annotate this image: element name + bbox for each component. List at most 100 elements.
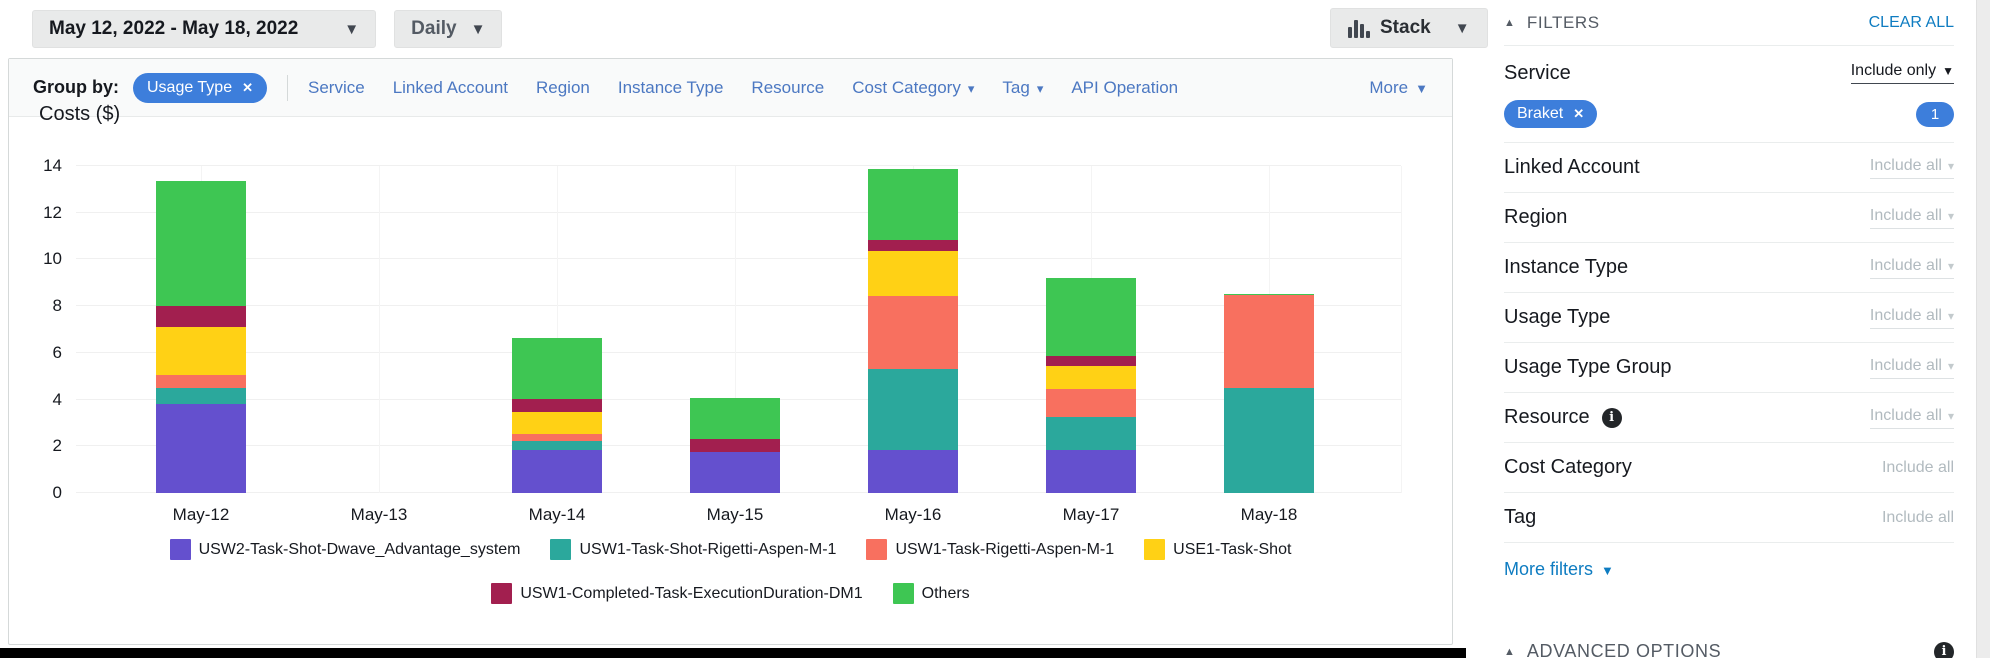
collapse-arrow-icon: ▲ [1504,645,1515,658]
bar-segment-usw1-completed-task-executionduration-dm1 [868,239,958,252]
info-icon[interactable]: i [1934,641,1954,658]
x-axis-label: May-15 [706,505,764,524]
y-axis-tick-label: 8 [52,296,62,316]
groupby-link-cost-category[interactable]: Cost Category ▾ [852,77,975,97]
filter-label: Cost Category [1504,456,1632,478]
chevron-down-icon: ▼ [1942,64,1954,78]
bar-segment-usw1-task-rigetti-aspen-m-1 [1224,295,1314,388]
filter-label: Instance Type [1504,256,1629,278]
close-icon[interactable]: ✕ [242,79,253,95]
bar-segment-others [512,338,602,399]
groupby-link-api-operation[interactable]: API Operation [1071,77,1179,97]
y-axis-tick-label: 4 [52,389,62,409]
gridline-horizontal [76,165,1401,166]
gridline-vertical [1401,166,1402,493]
filter-value-dropdown[interactable]: Include all [1881,508,1954,526]
x-axis-label: May-12 [172,505,230,524]
bar-segment-usw2-task-shot-dwave-advantage-system [1046,449,1136,493]
x-axis-label: May-14 [528,505,586,524]
date-range-label: May 12, 2022 - May 18, 2022 [49,18,299,39]
legend-row: USW2-Task-Shot-Dwave_Advantage_system USW… [169,539,1291,560]
filter-value-dropdown[interactable]: Include all ▾ [1869,207,1954,229]
service-mode-dropdown[interactable]: Include only ▼ [1850,62,1954,84]
group-by-links: Service Linked Account Region Instance Type… [308,78,1178,98]
filter-row-left: Tag [1504,506,1536,529]
groupby-link-resource[interactable]: Resource [751,77,825,97]
bar-may-12 [156,181,246,493]
filters-header[interactable]: ▲ FILTERS CLEAR ALL [1504,0,1954,46]
bar-segment-usw1-task-shot-rigetti-aspen-m-1 [1224,387,1314,493]
bar-chart-icon [1348,18,1370,38]
filter-value-dropdown[interactable]: Include all ▾ [1869,407,1954,429]
filter-row-usage-type: Usage Type Include all ▾ [1504,293,1954,343]
granularity-button[interactable]: Daily ▼ [394,10,503,48]
filter-value-dropdown[interactable]: Include all [1881,458,1954,476]
bar-segment-usw1-task-rigetti-aspen-m-1 [512,434,602,441]
legend-label: Others [921,584,970,602]
gridline-vertical [557,166,558,493]
gridline-horizontal [76,211,1401,213]
x-axis-label: May-17 [1062,505,1120,524]
gridline-horizontal [76,305,1401,307]
filter-row-left: Region [1504,206,1567,229]
bar-may-18 [1224,293,1314,493]
chevron-down-icon: ▼ [1454,19,1470,37]
service-chip-braket[interactable]: Braket ✕ [1504,100,1598,128]
chart-style-button[interactable]: Stack ▼ [1330,8,1488,48]
groupby-link-region[interactable]: Region [536,77,590,97]
filter-value-dropdown[interactable]: Include all ▾ [1869,307,1954,329]
legend-swatch [550,539,572,560]
y-axis-tick-label: 12 [43,202,62,222]
y-axis-tick-label: 6 [52,342,62,362]
group-by-label: Group by: [33,77,119,97]
gridline-vertical [379,166,380,493]
chevron-down-icon: ▼ [1601,563,1614,578]
bar-segment-others [156,181,246,307]
groupby-link-service[interactable]: Service [308,77,365,97]
advanced-options-header[interactable]: ▲ ADVANCED OPTIONS i [1504,632,1954,658]
gridline-horizontal [76,258,1401,260]
legend-row: USW1-Completed-Task-ExecutionDuration-DM… [491,583,970,604]
date-range-button[interactable]: May 12, 2022 - May 18, 2022 ▼ [32,10,377,48]
bar-segment-use1-task-shot [868,251,958,296]
chart-card: Group by: Usage Type ✕ Service Linked Acc… [8,58,1453,645]
clear-all-link[interactable]: CLEAR ALL [1868,13,1954,31]
legend-item-usw1-completed-task-executionduration-dm1: USW1-Completed-Task-ExecutionDuration-DM… [491,583,863,604]
filter-row-left: Linked Account [1504,156,1640,179]
group-by-more-link[interactable]: More ▼ [1369,77,1428,97]
legend-label: USW1-Completed-Task-ExecutionDuration-DM… [520,584,863,602]
groupby-link-instance-type[interactable]: Instance Type [617,77,724,97]
bar-segment-usw2-task-shot-dwave-advantage-system [512,449,602,493]
info-icon[interactable]: i [1601,407,1622,428]
filters-title: FILTERS [1526,12,1600,32]
legend-swatch [866,539,888,560]
filter-row-linked-account: Linked Account Include all ▾ [1504,143,1954,193]
bar-segment-others [690,397,780,439]
groupby-link-tag[interactable]: Tag ▾ [1002,77,1044,97]
more-filters-link[interactable]: More filters ▼ [1504,559,1614,579]
scrollbar[interactable] [1976,0,1990,658]
filter-rows: Linked Account Include all ▾ Region Include … [1504,143,1954,543]
legend-swatch [1144,539,1166,560]
chevron-down-icon: ▼ [344,20,360,38]
filter-row-left: Instance Type [1504,256,1628,279]
filter-value-dropdown[interactable]: Include all ▾ [1869,157,1954,179]
bar-segment-usw1-completed-task-executionduration-dm1 [690,438,780,453]
bar-segment-usw1-task-shot-rigetti-aspen-m-1 [1046,417,1136,450]
legend-swatch [169,539,191,560]
bar-segment-others [868,169,958,240]
top-toolbar: May 12, 2022 - May 18, 2022 ▼ Daily ▼ [32,10,503,48]
bar-segment-usw1-task-shot-rigetti-aspen-m-1 [512,440,602,450]
filter-value-dropdown[interactable]: Include all ▾ [1869,357,1954,379]
bar-segment-use1-task-shot [1046,366,1136,389]
close-icon[interactable]: ✕ [1573,106,1585,121]
filter-label: Linked Account [1504,156,1640,178]
y-axis-title: Costs ($) [39,103,121,125]
groupby-link-linked-account[interactable]: Linked Account [392,77,508,97]
stacked-bar-chart: 0 2 4 6 8 10 12 14 May-12 May-13 May-14 May-15 May-1… [43,156,1402,524]
y-axis-tick-label: 0 [52,483,62,502]
group-by-chip-usage-type[interactable]: Usage Type ✕ [133,72,267,103]
bar-segment-usw2-task-shot-dwave-advantage-system [690,452,780,493]
filter-value-dropdown[interactable]: Include all ▾ [1869,257,1954,279]
